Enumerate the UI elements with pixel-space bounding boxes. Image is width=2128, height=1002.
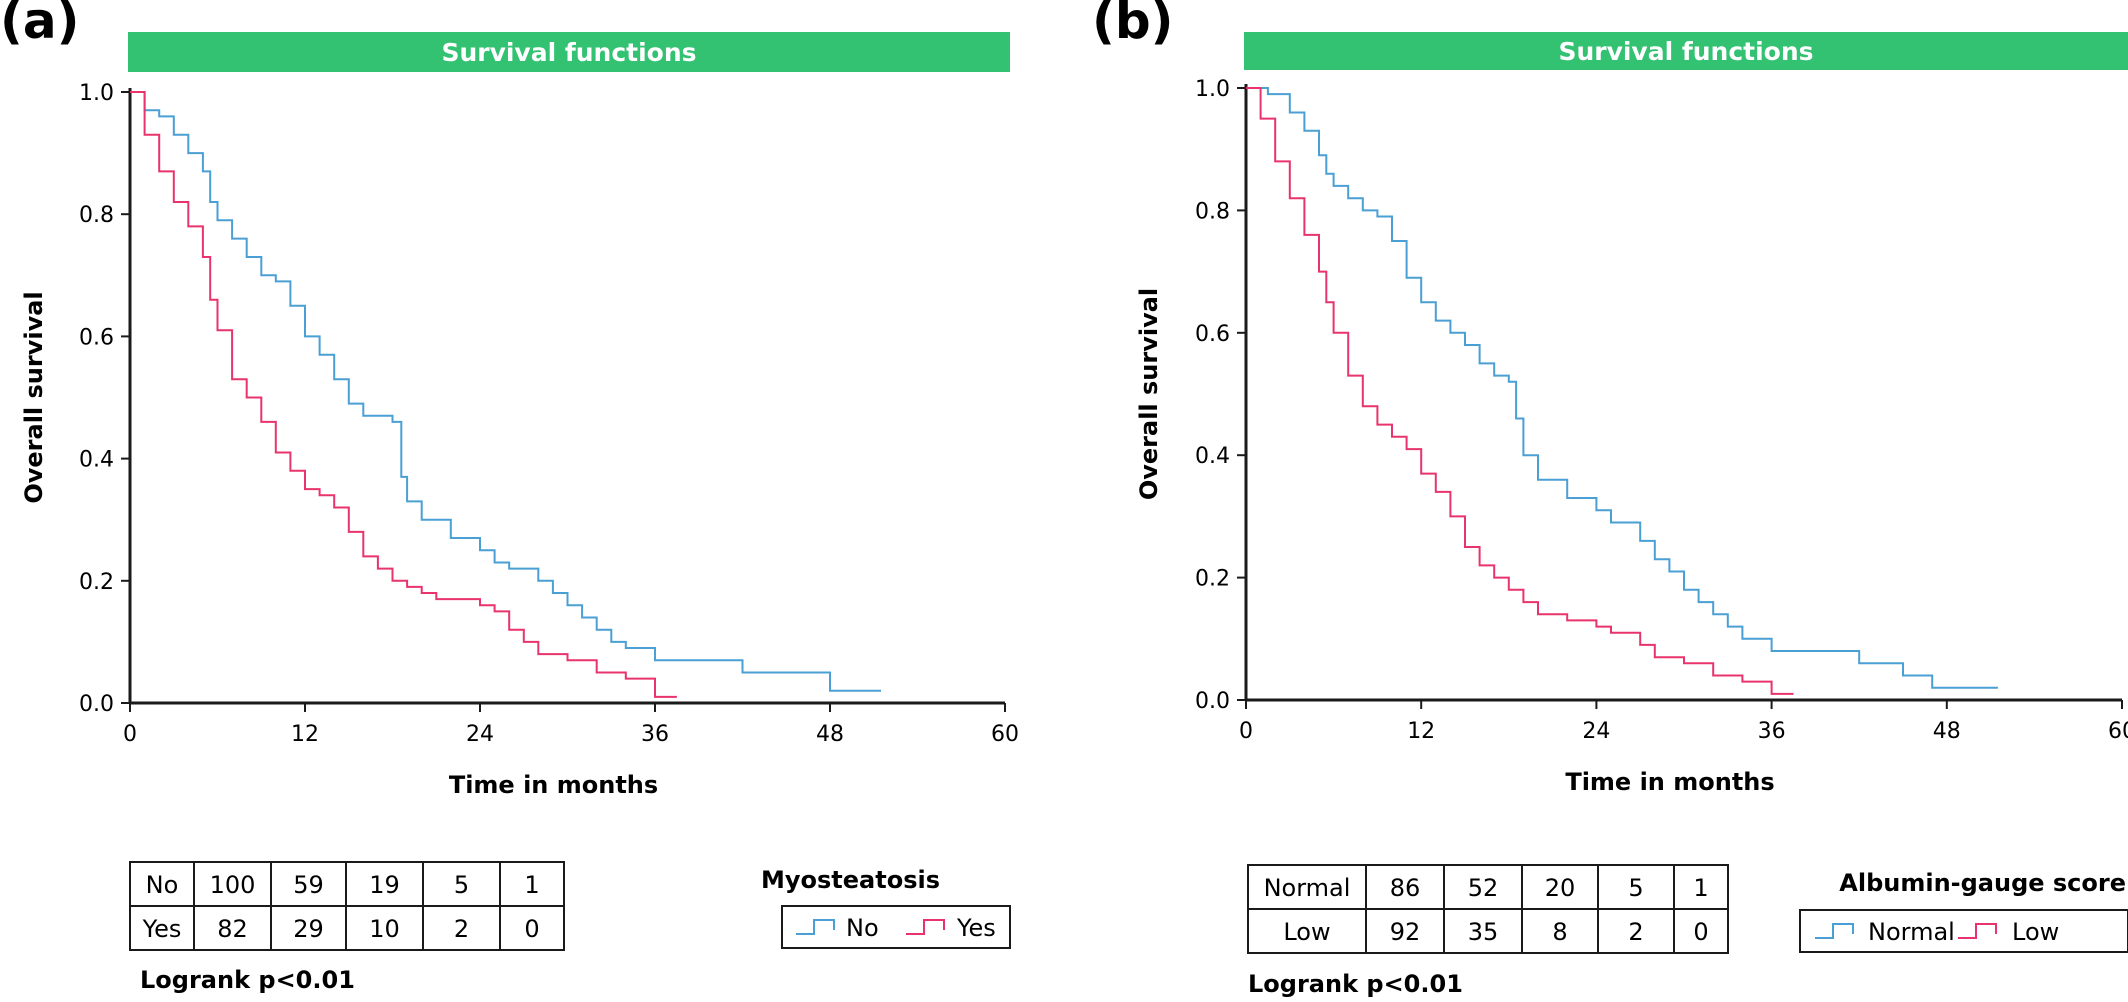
panel-b-series-normal (1246, 87, 1998, 689)
panel-a-legend-box (781, 905, 1011, 949)
panel-a-y-axis-label: Overall survival (20, 291, 48, 503)
panel-a-label: (a) (0, 0, 79, 50)
panel-a-series-no (130, 91, 881, 692)
panel-b-risk-table-cell: Normal (1264, 874, 1351, 902)
panel-b-x-tick-label: 36 (1758, 719, 1786, 744)
panel-b-y-tick-label: 0.0 (1195, 689, 1230, 714)
panel-a-title: Survival functions (441, 38, 696, 67)
panel-b-risk-table-cell: 86 (1390, 874, 1421, 902)
panel-b-risk-table-cell: 0 (1693, 918, 1708, 946)
panel-a-risk-table-cell: 10 (369, 915, 400, 943)
panel-b-risk-table-cell: 5 (1628, 874, 1643, 902)
panel-a-y-tick-label: 1.0 (79, 81, 114, 106)
panel-b-risk-table-cell: 8 (1552, 918, 1567, 946)
panel-a-risk-table-cell: 59 (293, 871, 324, 899)
panel-b-legend-box (1799, 909, 2128, 953)
panel-a-risk-table-cell: 82 (217, 915, 248, 943)
panel-a-x-tick-label: 60 (991, 722, 1019, 747)
panel-a-y-tick-label: 0.4 (79, 448, 114, 473)
panel-a-x-tick-label: 0 (123, 722, 137, 747)
panel-b-y-tick-label: 0.8 (1195, 199, 1230, 224)
panel-a-legend-label: Yes (956, 914, 996, 942)
panel-a-y-tick-label: 0.0 (79, 692, 114, 717)
panel-a-risk-table-cell: 19 (369, 871, 400, 899)
panel-a-risk-table-cell: 5 (454, 871, 469, 899)
panel-b-logrank-annotation: Logrank p<0.01 (1248, 970, 1463, 997)
panel-b-title-banner (1244, 32, 2128, 70)
panel-a-x-tick-label: 48 (816, 722, 844, 747)
panel-b-risk-table-cell: 20 (1545, 874, 1576, 902)
panel-b-risk-table-cell: 1 (1693, 874, 1708, 902)
panel-b-legend-swatch (1815, 923, 1854, 939)
panel-a-legend-title: Myosteatosis (761, 866, 940, 894)
panel-b-legend-title: Albumin-gauge score (1839, 869, 2126, 897)
panel-a-risk-table-cell: 2 (454, 915, 469, 943)
panel-a-title-banner (128, 32, 1010, 72)
panel-b-y-axis-label: Overall survival (1135, 288, 1163, 500)
panel-b-x-axis-label: Time in months (1565, 768, 1774, 796)
panel-a-y-tick-label: 0.8 (79, 203, 114, 228)
panel-b-legend-swatch (1958, 923, 1997, 939)
panel-b-risk-table-cell: Low (1283, 918, 1330, 946)
panel-b-legend-label: Low (2012, 918, 2059, 946)
panel-b-risk-table-cell: 92 (1390, 918, 1421, 946)
panel-a-risk-table-cell: 1 (524, 871, 539, 899)
panel-b-title: Survival functions (1558, 37, 1813, 66)
panel-b-risk-table-cell: 52 (1468, 874, 1499, 902)
panel-a-x-tick-label: 24 (466, 722, 494, 747)
panel-a-risk-table-cell: 29 (293, 915, 324, 943)
panel-b-x-tick-label: 24 (1582, 719, 1610, 744)
panel-a-risk-table-cell: 0 (524, 915, 539, 943)
panel-b-risk-table-cell: 35 (1468, 918, 1499, 946)
panel-b-x-tick-label: 0 (1239, 719, 1253, 744)
panel-a-y-tick-label: 0.6 (79, 325, 114, 350)
panel-b-risk-table-cell: 2 (1628, 918, 1643, 946)
panel-b-x-tick-label: 60 (2108, 719, 2128, 744)
panel-b-x-tick-label: 12 (1407, 719, 1435, 744)
panel-a-logrank-annotation: Logrank p<0.01 (140, 966, 355, 994)
panel-a-x-tick-label: 36 (641, 722, 669, 747)
panel-a-x-axis-label: Time in months (449, 771, 658, 799)
panel-b-y-tick-label: 1.0 (1195, 77, 1230, 102)
panel-b-x-tick-label: 48 (1933, 719, 1961, 744)
panel-b-label: (b) (1092, 0, 1174, 50)
panel-a-legend-swatch (906, 919, 945, 935)
panel-a-x-tick-label: 12 (291, 722, 319, 747)
panel-a-y-tick-label: 0.2 (79, 570, 114, 595)
panel-a-risk-table-cell: Yes (142, 915, 182, 943)
panel-b-y-tick-label: 0.6 (1195, 322, 1230, 347)
panel-b-legend-label: Normal (1868, 918, 1955, 946)
panel-b-y-tick-label: 0.2 (1195, 567, 1230, 592)
panel-a-legend-label: No (846, 914, 879, 942)
panel-b-y-tick-label: 0.4 (1195, 444, 1230, 469)
panel-b-series-low (1246, 87, 1794, 695)
panel-a-legend-swatch (796, 919, 835, 935)
panel-a-series-yes (130, 91, 677, 698)
panel-a-risk-table-cell: 100 (210, 871, 256, 899)
panel-a-risk-table-cell: No (146, 871, 179, 899)
